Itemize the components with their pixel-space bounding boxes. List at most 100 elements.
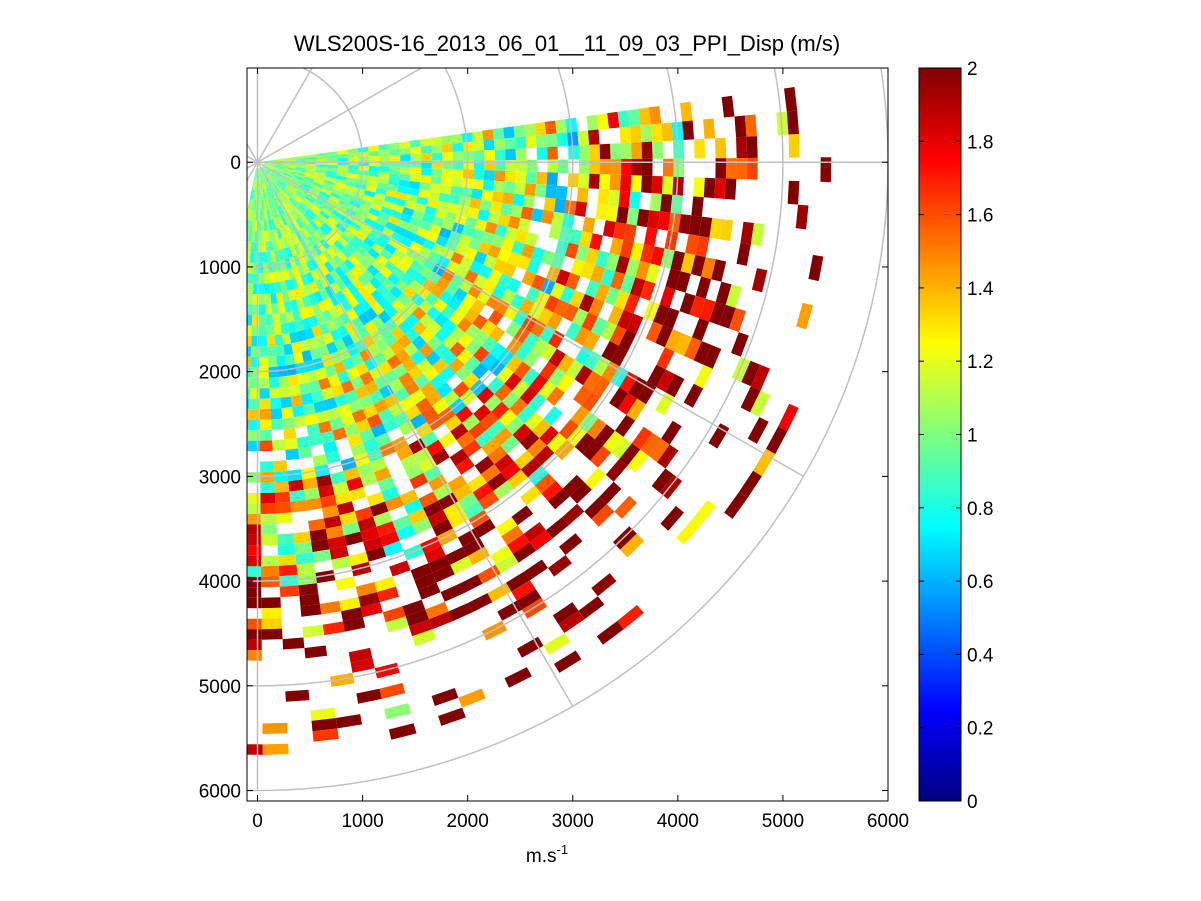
data-cell <box>267 175 276 184</box>
data-cell <box>375 217 388 227</box>
data-cell <box>379 682 406 699</box>
azimuth-spoke <box>247 68 423 170</box>
data-cell <box>484 394 502 412</box>
data-cell <box>545 265 561 283</box>
data-cell <box>311 203 322 213</box>
data-cell <box>315 367 328 381</box>
data-cell <box>292 405 305 418</box>
data-cell <box>479 199 492 212</box>
data-cell <box>481 620 508 641</box>
data-cell <box>336 168 348 174</box>
data-cell <box>281 174 292 181</box>
data-cell <box>564 322 582 341</box>
data-cell <box>259 335 268 347</box>
data-cell <box>273 195 281 206</box>
data-cell <box>384 703 411 720</box>
data-cell <box>261 167 269 176</box>
data-cell <box>344 389 359 404</box>
data-cell <box>572 308 589 327</box>
data-cell <box>776 111 789 136</box>
polar-grid <box>247 68 888 792</box>
data-cell <box>330 281 342 294</box>
data-cell <box>349 199 361 209</box>
data-cell <box>379 266 393 279</box>
data-cell <box>562 303 579 322</box>
data-cell <box>689 295 706 319</box>
data-cell <box>451 177 463 188</box>
data-cell <box>444 211 457 223</box>
data-cell <box>204 404 217 416</box>
data-cell <box>554 439 575 461</box>
data-cell <box>610 345 629 367</box>
data-cell <box>251 231 256 242</box>
data-cell <box>275 217 282 228</box>
data-cell <box>674 333 692 356</box>
data-cell <box>627 449 649 473</box>
data-cell <box>287 267 296 280</box>
data-cell <box>321 207 332 217</box>
data-cell <box>184 592 205 605</box>
data-cell <box>505 320 522 338</box>
data-cell <box>336 251 348 263</box>
data-cell <box>375 187 387 196</box>
data-cell <box>274 334 284 346</box>
data-cell <box>473 169 485 180</box>
data-cell <box>309 347 322 360</box>
data-cell <box>307 293 318 306</box>
data-cell <box>270 229 276 241</box>
data-cell <box>199 499 216 512</box>
data-cell <box>534 122 547 136</box>
data-cell <box>306 235 317 247</box>
data-cell <box>620 159 632 176</box>
data-cell <box>519 386 539 405</box>
data-cell <box>332 254 344 267</box>
data-cell <box>261 189 265 200</box>
data-cell <box>264 199 269 210</box>
data-cell <box>497 273 512 289</box>
data-cell <box>391 312 406 327</box>
data-cell <box>308 246 319 258</box>
data-cell <box>277 249 285 261</box>
data-cell <box>305 163 317 167</box>
data-cell <box>786 110 799 135</box>
data-cell <box>440 135 453 145</box>
data-cell <box>173 547 192 561</box>
data-cell <box>315 169 327 174</box>
data-cell <box>277 302 286 314</box>
data-cell <box>247 293 253 305</box>
data-cell <box>258 273 264 284</box>
data-cell <box>463 151 474 161</box>
data-cell <box>409 259 424 273</box>
data-cell <box>354 339 368 353</box>
data-cell <box>459 196 471 208</box>
data-cell <box>368 171 379 177</box>
data-cell <box>452 169 464 179</box>
data-cell <box>626 313 644 335</box>
data-cell <box>294 170 305 175</box>
data-cell <box>182 506 199 519</box>
data-cell <box>295 165 306 169</box>
data-cell <box>275 182 284 191</box>
data-cell <box>525 171 537 185</box>
data-cell <box>365 546 387 562</box>
data-cell <box>367 343 382 358</box>
data-cell <box>281 407 294 419</box>
data-cell <box>653 304 670 326</box>
data-cell <box>304 413 318 426</box>
data-cell <box>337 157 348 162</box>
data-cell <box>425 601 449 620</box>
colorbar-tick-label: 0.8 <box>967 499 993 520</box>
data-cell <box>613 526 637 550</box>
data-cell <box>410 292 425 307</box>
data-cell <box>278 227 286 238</box>
data-cell <box>304 170 316 175</box>
data-cell <box>364 307 378 321</box>
data-cell <box>333 240 345 252</box>
data-cell <box>199 425 213 438</box>
data-cell <box>270 172 280 180</box>
data-cell <box>343 258 355 271</box>
data-cell <box>388 178 400 186</box>
data-cell <box>210 437 224 449</box>
data-cell <box>314 278 325 291</box>
data-cell <box>530 246 545 263</box>
